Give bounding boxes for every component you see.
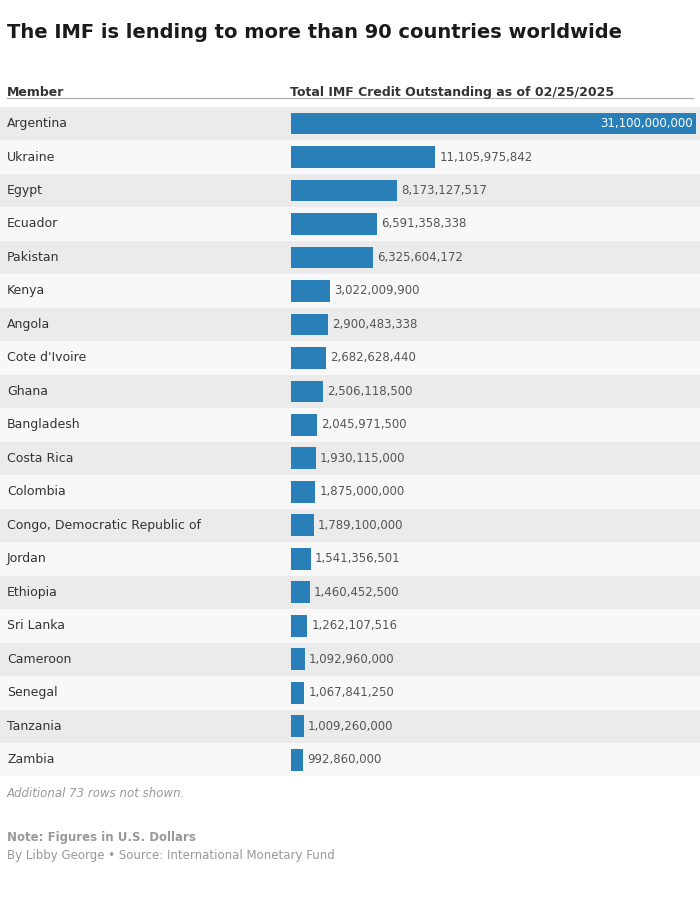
Text: The IMF is lending to more than 90 countries worldwide: The IMF is lending to more than 90 count… — [7, 23, 622, 42]
Bar — [0, 140, 700, 174]
Bar — [0, 475, 700, 509]
Bar — [0, 442, 700, 475]
Text: Sri Lanka: Sri Lanka — [7, 619, 65, 633]
Bar — [290, 313, 328, 336]
Text: 2,045,971,500: 2,045,971,500 — [321, 418, 407, 432]
Bar — [290, 715, 304, 738]
Bar — [0, 710, 700, 743]
Text: 2,506,118,500: 2,506,118,500 — [328, 385, 413, 398]
Text: Tanzania: Tanzania — [7, 719, 62, 733]
Bar — [290, 414, 317, 436]
Text: 1,541,356,501: 1,541,356,501 — [315, 552, 400, 566]
Text: Congo, Democratic Republic of: Congo, Democratic Republic of — [7, 519, 201, 532]
Bar — [290, 179, 397, 202]
Text: Total IMF Credit Outstanding as of 02/25/2025: Total IMF Credit Outstanding as of 02/25… — [290, 86, 615, 99]
Bar — [290, 280, 330, 302]
Bar — [0, 576, 700, 609]
Bar — [0, 643, 700, 676]
Text: 1,067,841,250: 1,067,841,250 — [309, 686, 394, 700]
Bar — [0, 107, 700, 140]
Text: 1,460,452,500: 1,460,452,500 — [314, 586, 400, 599]
Text: 992,860,000: 992,860,000 — [308, 753, 382, 767]
Text: 1,930,115,000: 1,930,115,000 — [320, 452, 405, 465]
Bar — [0, 676, 700, 710]
Text: 8,173,127,517: 8,173,127,517 — [401, 184, 487, 197]
Text: Ecuador: Ecuador — [7, 217, 58, 231]
Text: Additional 73 rows not shown.: Additional 73 rows not shown. — [7, 787, 186, 800]
Text: 1,092,960,000: 1,092,960,000 — [309, 653, 395, 666]
Bar — [0, 375, 700, 408]
Text: Argentina: Argentina — [7, 117, 68, 130]
Bar — [0, 241, 700, 274]
Bar — [0, 509, 700, 542]
Text: Ethiopia: Ethiopia — [7, 586, 58, 599]
Bar — [290, 581, 309, 604]
Bar — [0, 542, 700, 576]
Bar — [0, 308, 700, 341]
Bar — [290, 514, 314, 537]
Bar — [290, 146, 435, 168]
Bar — [290, 481, 315, 503]
Text: Cote d'Ivoire: Cote d'Ivoire — [7, 351, 86, 365]
Text: Jordan: Jordan — [7, 552, 47, 566]
Bar — [0, 609, 700, 643]
Bar — [290, 648, 304, 671]
Text: 6,591,358,338: 6,591,358,338 — [381, 217, 466, 231]
Text: Costa Rica: Costa Rica — [7, 452, 74, 465]
Text: 1,009,260,000: 1,009,260,000 — [308, 719, 393, 733]
Text: Senegal: Senegal — [7, 686, 57, 700]
Text: Egypt: Egypt — [7, 184, 43, 197]
Text: Note: Figures in U.S. Dollars: Note: Figures in U.S. Dollars — [7, 831, 196, 843]
Text: Kenya: Kenya — [7, 284, 46, 298]
Bar — [0, 408, 700, 442]
Text: Cameroon: Cameroon — [7, 653, 71, 666]
Text: 2,900,483,338: 2,900,483,338 — [332, 318, 418, 331]
Bar — [0, 174, 700, 207]
Text: 1,875,000,000: 1,875,000,000 — [319, 485, 405, 499]
Text: By Libby George • Source: International Monetary Fund: By Libby George • Source: International … — [7, 849, 335, 862]
Bar — [290, 748, 304, 771]
Text: Ghana: Ghana — [7, 385, 48, 398]
Text: Bangladesh: Bangladesh — [7, 418, 80, 432]
Text: 3,022,009,900: 3,022,009,900 — [334, 284, 420, 298]
Bar — [290, 246, 373, 269]
Bar — [290, 681, 304, 704]
Bar — [290, 380, 323, 403]
Text: 2,682,628,440: 2,682,628,440 — [330, 351, 416, 365]
Text: Ukraine: Ukraine — [7, 150, 55, 164]
Bar — [290, 447, 316, 470]
Text: Member: Member — [7, 86, 64, 99]
Text: 1,789,100,000: 1,789,100,000 — [318, 519, 404, 532]
Bar — [0, 341, 700, 375]
Bar — [290, 347, 326, 369]
Text: Colombia: Colombia — [7, 485, 66, 499]
Text: Angola: Angola — [7, 318, 50, 331]
Text: 11,105,975,842: 11,105,975,842 — [440, 150, 533, 164]
Text: 1,262,107,516: 1,262,107,516 — [312, 619, 397, 633]
Bar — [0, 274, 700, 308]
Bar — [290, 614, 307, 637]
Text: 6,325,604,172: 6,325,604,172 — [377, 251, 463, 264]
Bar — [290, 112, 696, 135]
Bar — [0, 207, 700, 241]
Bar — [290, 548, 311, 570]
Bar — [290, 213, 377, 235]
Text: Pakistan: Pakistan — [7, 251, 60, 264]
Bar — [0, 743, 700, 776]
Text: Zambia: Zambia — [7, 753, 55, 767]
Text: 31,100,000,000: 31,100,000,000 — [601, 117, 693, 130]
